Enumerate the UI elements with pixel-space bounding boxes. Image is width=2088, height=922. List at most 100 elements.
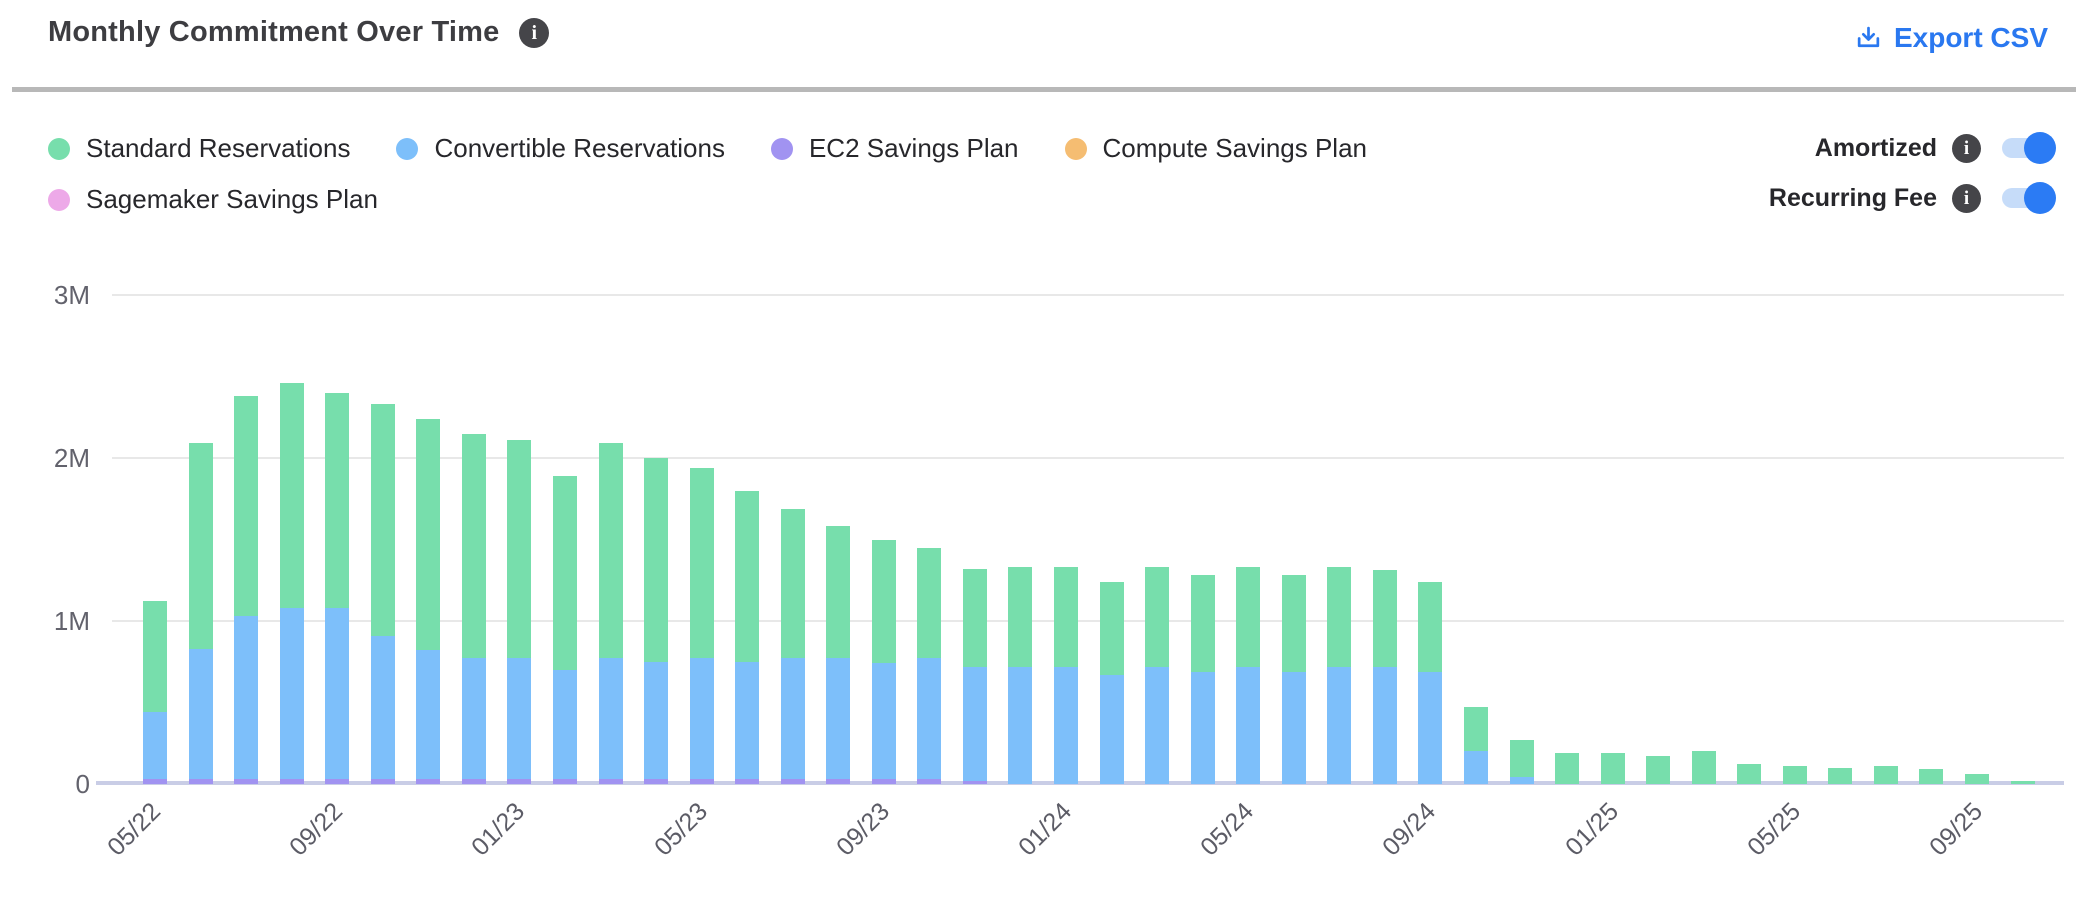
bar-segment-standard-reservations	[1145, 567, 1169, 667]
chart-bar-03/23[interactable]	[599, 443, 623, 784]
chart-bar-04/24[interactable]	[1191, 575, 1215, 784]
chart-bar-08/24[interactable]	[1373, 570, 1397, 784]
gridline-1M	[112, 620, 2064, 622]
legend-row-2: Sagemaker Savings Plan	[48, 184, 1367, 215]
bar-segment-standard-reservations	[189, 443, 213, 649]
chart-bar-05/24[interactable]	[1236, 567, 1260, 784]
chart-bar-02/24[interactable]	[1100, 581, 1124, 784]
amortized-info-icon[interactable]: i	[1952, 133, 1981, 163]
bar-segment-convertible-reservations	[280, 607, 304, 780]
chart-bar-11/23[interactable]	[963, 568, 987, 784]
legend-label: Compute Savings Plan	[1102, 133, 1367, 163]
bar-segment-standard-reservations	[1783, 766, 1807, 784]
chart-toggles: Amortized i Recurring Fee i	[1769, 131, 2060, 215]
chart-bar-11/24[interactable]	[1510, 739, 1534, 784]
y-axis-label-3M: 3M	[53, 280, 90, 310]
chart-bar-09/22[interactable]	[325, 392, 349, 784]
recurring-fee-info-icon[interactable]: i	[1952, 183, 1981, 213]
chart-bar-05/22[interactable]	[143, 601, 167, 784]
bar-segment-standard-reservations	[690, 467, 714, 659]
export-csv-button[interactable]: Export CSV	[1855, 22, 2048, 54]
chart-bar-01/24[interactable]	[1054, 567, 1078, 784]
bar-segment-standard-reservations	[644, 458, 668, 662]
legend-item-sagemaker-savings-plan[interactable]: Sagemaker Savings Plan	[48, 184, 378, 215]
bar-segment-convertible-reservations	[325, 607, 349, 780]
chart-bar-08/25[interactable]	[1919, 769, 1943, 784]
chart-bar-06/25[interactable]	[1828, 767, 1852, 784]
amortized-toggle-knob	[2024, 132, 2056, 164]
bar-segment-standard-reservations	[553, 475, 577, 670]
bar-segment-ec2-savings-plan	[553, 779, 577, 784]
recurring-fee-toggle-label: Recurring Fee	[1768, 183, 1937, 212]
bar-segment-standard-reservations	[1555, 753, 1579, 784]
chart-bar-06/24[interactable]	[1282, 575, 1306, 784]
chart-bar-02/25[interactable]	[1646, 756, 1670, 784]
chart-bar-10/24[interactable]	[1464, 707, 1488, 784]
chart-bar-04/23[interactable]	[644, 458, 668, 784]
chart-bar-05/23[interactable]	[690, 467, 714, 784]
bar-segment-standard-reservations	[1464, 707, 1488, 752]
chart-bar-12/23[interactable]	[1008, 567, 1032, 784]
legend-item-standard-reservations[interactable]: Standard Reservations	[48, 133, 350, 164]
bar-segment-ec2-savings-plan	[462, 779, 486, 784]
title-info-icon[interactable]: i	[519, 17, 550, 48]
legend-dot	[770, 137, 793, 160]
chart-bar-10/25[interactable]	[2011, 780, 2035, 784]
chart-bar-12/24[interactable]	[1555, 753, 1579, 784]
bar-segment-standard-reservations	[1282, 575, 1306, 672]
gridline-3M	[112, 294, 2064, 296]
bar-segment-convertible-reservations	[189, 648, 213, 780]
chart-bar-07/22[interactable]	[234, 396, 258, 784]
bar-segment-convertible-reservations	[872, 663, 896, 780]
chart-bar-10/22[interactable]	[371, 404, 395, 784]
bar-segment-ec2-savings-plan	[143, 779, 167, 784]
chart-bar-07/23[interactable]	[781, 508, 805, 784]
chart-bar-06/22[interactable]	[189, 443, 213, 784]
chart-bar-09/25[interactable]	[1965, 774, 1989, 784]
y-axis-label-0: 0	[75, 769, 90, 799]
bar-segment-standard-reservations	[1828, 767, 1852, 784]
bar-segment-standard-reservations	[826, 526, 850, 659]
chart-bar-01/23[interactable]	[507, 440, 531, 784]
chart-bar-03/24[interactable]	[1145, 567, 1169, 784]
x-axis-label-01/23: 01/23	[466, 797, 531, 862]
chart-bar-07/24[interactable]	[1327, 567, 1351, 784]
bar-segment-ec2-savings-plan	[280, 779, 304, 784]
bar-segment-convertible-reservations	[1008, 666, 1032, 784]
chart-bar-06/23[interactable]	[735, 490, 759, 784]
legend-row-1: Standard Reservations Convertible Reserva…	[48, 133, 1367, 164]
chart-bar-12/22[interactable]	[462, 433, 486, 784]
chart-bar-04/25[interactable]	[1737, 764, 1761, 784]
bar-segment-standard-reservations	[1327, 567, 1351, 667]
bar-segment-convertible-reservations	[1418, 671, 1442, 784]
legend-item-compute-savings-plan[interactable]: Compute Savings Plan	[1064, 133, 1367, 164]
chart-bar-08/22[interactable]	[280, 383, 304, 784]
legend-item-ec2-savings-plan[interactable]: EC2 Savings Plan	[770, 133, 1019, 164]
chart-bar-07/25[interactable]	[1874, 766, 1898, 784]
legend-label: Convertible Reservations	[434, 133, 725, 163]
chart-bar-05/25[interactable]	[1783, 766, 1807, 784]
bar-segment-convertible-reservations	[234, 616, 258, 780]
x-axis-label-05/25: 05/25	[1742, 797, 1807, 862]
chart-bar-03/25[interactable]	[1692, 751, 1716, 784]
bar-segment-standard-reservations	[1965, 774, 1989, 784]
x-axis-label-09/25: 09/25	[1924, 797, 1989, 862]
chart-bar-02/23[interactable]	[553, 475, 577, 784]
chart-bar-01/25[interactable]	[1601, 753, 1625, 784]
chart-bar-08/23[interactable]	[826, 526, 850, 784]
bar-segment-convertible-reservations	[1464, 751, 1488, 784]
recurring-fee-toggle-switch[interactable]	[2002, 182, 2056, 214]
chart-bar-10/23[interactable]	[917, 547, 941, 784]
chart-bar-09/24[interactable]	[1418, 581, 1442, 784]
bar-segment-ec2-savings-plan	[690, 779, 714, 784]
bar-segment-convertible-reservations	[599, 658, 623, 780]
bar-segment-standard-reservations	[1191, 575, 1215, 672]
bar-segment-ec2-savings-plan	[325, 779, 349, 784]
chart-bar-09/23[interactable]	[872, 539, 896, 785]
bar-segment-convertible-reservations	[1191, 671, 1215, 784]
bar-segment-convertible-reservations	[1100, 674, 1124, 784]
amortized-toggle-switch[interactable]	[2002, 132, 2056, 164]
chart-bar-11/22[interactable]	[416, 418, 440, 784]
legend-item-convertible-reservations[interactable]: Convertible Reservations	[396, 133, 725, 164]
amortized-toggle-row: Amortized i	[1815, 131, 2060, 165]
